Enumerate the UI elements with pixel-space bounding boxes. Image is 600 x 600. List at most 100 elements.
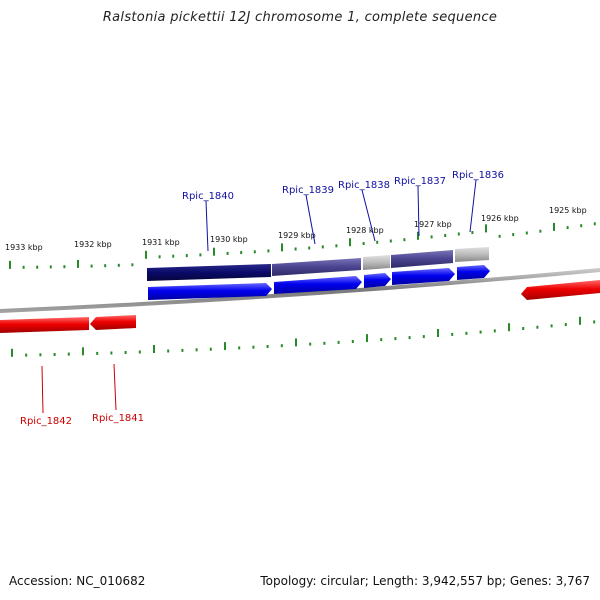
minor-tick xyxy=(422,335,425,339)
lower-tick-track xyxy=(11,316,596,357)
label-rpic-1840[interactable]: Rpic_1840 xyxy=(182,191,234,202)
minor-tick xyxy=(389,239,392,243)
major-tick xyxy=(553,222,555,231)
minor-tick xyxy=(104,264,107,268)
major-tick xyxy=(281,243,283,252)
forward-genes xyxy=(148,265,490,300)
minor-tick xyxy=(335,244,338,248)
minor-tick xyxy=(408,336,411,340)
label-rpic-1841[interactable]: Rpic_1841 xyxy=(92,413,144,424)
minor-tick xyxy=(580,224,583,228)
minor-tick xyxy=(294,247,297,251)
minor-tick xyxy=(25,353,28,357)
major-tick xyxy=(213,247,215,256)
label-rpic-1838[interactable]: Rpic_1838 xyxy=(338,180,390,191)
minor-tick xyxy=(394,337,397,341)
minor-tick xyxy=(181,348,184,352)
minor-tick xyxy=(525,231,528,235)
label-rpic-1839[interactable]: Rpic_1839 xyxy=(282,185,334,196)
tick-label: 1933 kbp xyxy=(5,243,43,252)
major-tick xyxy=(11,348,13,357)
minor-tick xyxy=(124,351,127,354)
minor-tick xyxy=(444,234,447,237)
gene-arrow-rpic-1838[interactable] xyxy=(364,273,391,288)
minor-tick xyxy=(252,345,255,349)
minor-tick xyxy=(376,240,379,244)
major-tick xyxy=(153,345,155,353)
major-tick xyxy=(9,260,11,269)
label-rpic-1842[interactable]: Rpic_1842 xyxy=(20,416,72,427)
major-tick xyxy=(82,347,84,356)
label-rpic-1837[interactable]: Rpic_1837 xyxy=(394,176,446,187)
minor-tick xyxy=(323,341,326,345)
label-rpic-1836[interactable]: Rpic_1836 xyxy=(452,170,504,181)
major-tick xyxy=(437,329,439,337)
leader-rpic-1841 xyxy=(113,363,117,411)
leader-rpic-1842 xyxy=(41,365,44,414)
feature-rpic-1836[interactable] xyxy=(455,247,489,262)
gene-arrow-rpic-1836[interactable] xyxy=(457,265,490,280)
minor-tick xyxy=(566,226,569,230)
tick-label: 1927 kbp xyxy=(414,220,452,229)
minor-tick xyxy=(209,347,212,351)
major-tick xyxy=(224,342,226,351)
minor-tick xyxy=(593,222,596,226)
feature-rpic-1839[interactable] xyxy=(272,258,361,276)
minor-tick xyxy=(267,249,270,253)
minor-tick xyxy=(199,253,202,257)
major-tick xyxy=(485,224,487,233)
minor-tick xyxy=(550,324,553,328)
minor-tick xyxy=(362,242,365,245)
minor-tick xyxy=(96,351,99,355)
minor-tick xyxy=(266,345,269,348)
minor-tick xyxy=(465,331,468,335)
minor-tick xyxy=(451,332,454,336)
tick-label: 1932 kbp xyxy=(74,240,112,249)
minor-tick xyxy=(172,254,175,258)
major-tick xyxy=(349,238,351,247)
feature-rpic-1838[interactable] xyxy=(363,255,390,270)
minor-tick xyxy=(593,320,596,324)
minor-tick xyxy=(479,330,482,334)
minor-tick xyxy=(167,349,170,353)
major-tick xyxy=(295,338,297,347)
gene-arrow-rpic-1839[interactable] xyxy=(274,276,362,294)
feature-band xyxy=(147,247,489,281)
minor-tick xyxy=(36,265,39,269)
minor-tick xyxy=(280,344,283,348)
major-tick xyxy=(366,334,368,343)
major-tick xyxy=(77,259,79,268)
map-title: Ralstonia pickettii 12J chromosome 1, co… xyxy=(102,10,498,25)
leader-rpic-1838 xyxy=(361,189,376,242)
minor-tick xyxy=(351,340,354,343)
minor-tick xyxy=(308,246,311,250)
minor-tick xyxy=(498,234,501,238)
minor-tick xyxy=(238,346,241,350)
minor-tick xyxy=(117,263,120,267)
gene-arrow-rpic-1837[interactable] xyxy=(392,268,455,285)
feature-rpic-1840[interactable] xyxy=(147,264,271,281)
minor-tick xyxy=(536,325,539,329)
minor-tick xyxy=(430,235,433,239)
gene-arrow-rpic-1842[interactable] xyxy=(0,317,89,333)
tick-label: 1925 kbp xyxy=(549,206,587,215)
minor-tick xyxy=(226,251,229,255)
minor-tick xyxy=(158,255,161,259)
forward-gene-labels: Rpic_1840 Rpic_1839 Rpic_1838 Rpic_1837 … xyxy=(182,170,504,252)
tick-label: 1930 kbp xyxy=(210,235,248,244)
feature-rpic-1837[interactable] xyxy=(391,250,453,268)
tick-labels: 1933 kbp 1932 kbp 1931 kbp 1930 kbp 1929 kbp… xyxy=(5,206,587,252)
minor-tick xyxy=(185,254,188,258)
minor-tick xyxy=(22,265,25,269)
minor-tick xyxy=(512,233,515,237)
minor-tick xyxy=(53,353,56,356)
leader-rpic-1837 xyxy=(417,185,420,237)
gene-arrow-rpic-1840[interactable] xyxy=(148,283,272,300)
minor-tick xyxy=(240,251,243,255)
minor-tick xyxy=(131,263,134,267)
minor-tick xyxy=(337,340,340,344)
gene-arrow-rpic-1841[interactable] xyxy=(90,315,136,330)
gene-arrow-offscreen-reverse[interactable] xyxy=(521,280,600,300)
minor-tick xyxy=(564,323,567,327)
